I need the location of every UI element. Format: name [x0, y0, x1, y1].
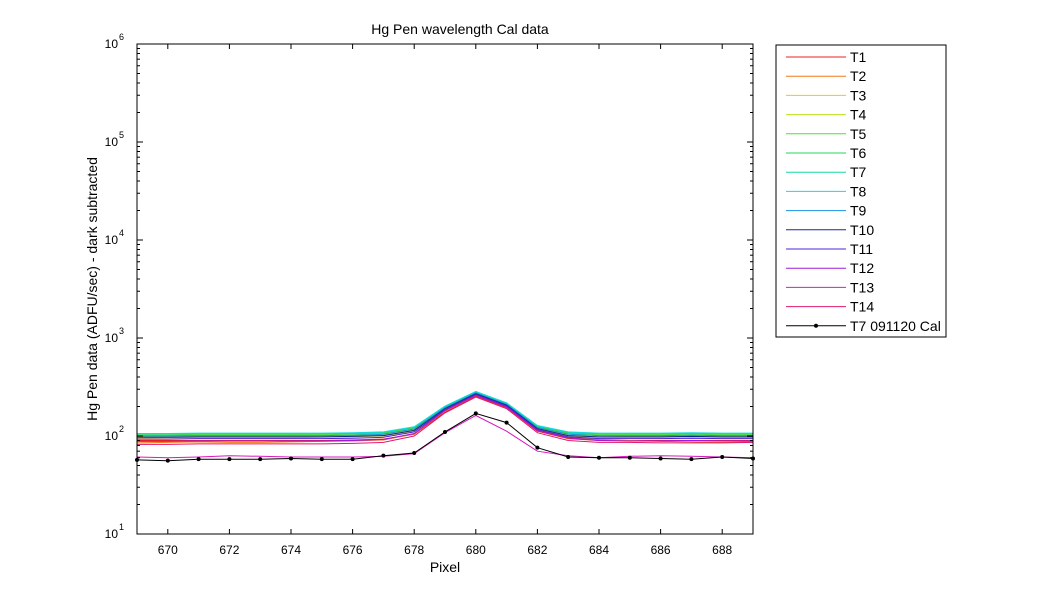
plot-background	[137, 44, 753, 534]
x-axis-ticks: 670 672 674 676 678 680 682 684 686 688	[158, 44, 733, 557]
data-point	[597, 455, 601, 460]
legend-label: T6	[850, 145, 867, 161]
legend-entries: T1 T2 T3 T4 T5 T6 T7 T8 T9 T10 T11 T12 T13 T14 T7 0911…	[786, 49, 941, 334]
data-point	[289, 456, 293, 461]
legend-label: T4	[850, 107, 867, 123]
legend-label: T8	[850, 183, 867, 199]
data-point	[566, 455, 571, 460]
legend-label: T12	[850, 260, 874, 276]
y-tick-label: 10	[105, 331, 119, 345]
x-tick-label: 688	[712, 543, 732, 557]
data-point	[412, 451, 417, 456]
data-point	[350, 457, 355, 462]
x-tick-label: 686	[651, 543, 671, 557]
x-tick-label: 672	[219, 543, 239, 557]
data-point	[443, 429, 447, 434]
y-tick-label-exponent: 3	[119, 326, 124, 336]
y-tick-label-exponent: 4	[119, 228, 124, 238]
legend-label: T7	[850, 164, 867, 180]
series-line-t12	[137, 394, 753, 442]
x-tick-label: 680	[466, 543, 486, 557]
data-point	[473, 411, 478, 416]
legend-label: T2	[850, 68, 867, 84]
data-point	[381, 453, 386, 458]
y-axis-label: Hg Pen data (ADFU/sec) - dark subtracted	[84, 157, 100, 421]
x-tick-label: 682	[527, 543, 547, 557]
series-line-t9	[137, 392, 753, 437]
legend-label: T5	[850, 126, 867, 142]
x-axis-label: Pixel	[430, 559, 460, 575]
chart-title: Hg Pen wavelength Cal data	[371, 21, 549, 37]
legend-label: T9	[850, 203, 867, 219]
data-point	[658, 456, 663, 461]
legend-label: T10	[850, 222, 874, 238]
legend-label: T1	[850, 49, 867, 65]
data-point	[535, 445, 540, 450]
x-tick-label: 676	[343, 543, 363, 557]
x-tick-label: 684	[589, 543, 609, 557]
data-point	[227, 457, 232, 462]
y-tick-label-exponent: 1	[119, 522, 124, 532]
data-point	[627, 455, 632, 460]
series-layer	[135, 390, 755, 463]
series-line-t14	[137, 396, 754, 445]
series-line-t8	[137, 390, 753, 434]
legend-label: T14	[850, 299, 874, 315]
plot-frame	[136, 43, 754, 535]
series-line-t10	[137, 393, 753, 438]
x-tick-label: 678	[404, 543, 424, 557]
data-point	[196, 457, 201, 462]
y-tick-label-exponent: 2	[119, 424, 124, 434]
data-point	[689, 457, 694, 462]
data-point	[258, 457, 263, 462]
y-tick-label: 10	[105, 429, 119, 443]
y-tick-label: 10	[105, 37, 119, 51]
legend-label: T11	[850, 241, 873, 257]
data-point	[165, 458, 170, 463]
data-point	[720, 455, 725, 460]
legend-label: T7 091120 Cal	[850, 318, 941, 334]
data-point	[504, 420, 509, 425]
y-tick-label-exponent: 6	[119, 32, 124, 42]
y-tick-label: 10	[105, 527, 119, 541]
legend-label: T13	[850, 279, 874, 295]
legend-label: T3	[850, 87, 867, 103]
data-point	[319, 457, 324, 462]
legend-marker	[814, 323, 818, 328]
y-tick-label: 10	[105, 135, 119, 149]
y-tick-label: 10	[105, 233, 119, 247]
x-tick-label: 674	[281, 543, 301, 557]
series-line-t11	[137, 393, 753, 440]
y-tick-label-exponent: 5	[119, 130, 124, 140]
x-tick-label: 670	[158, 543, 178, 557]
legend: T1 T2 T3 T4 T5 T6 T7 T8 T9 T10 T11 T12 T13 T14 T7 0911…	[775, 44, 947, 338]
